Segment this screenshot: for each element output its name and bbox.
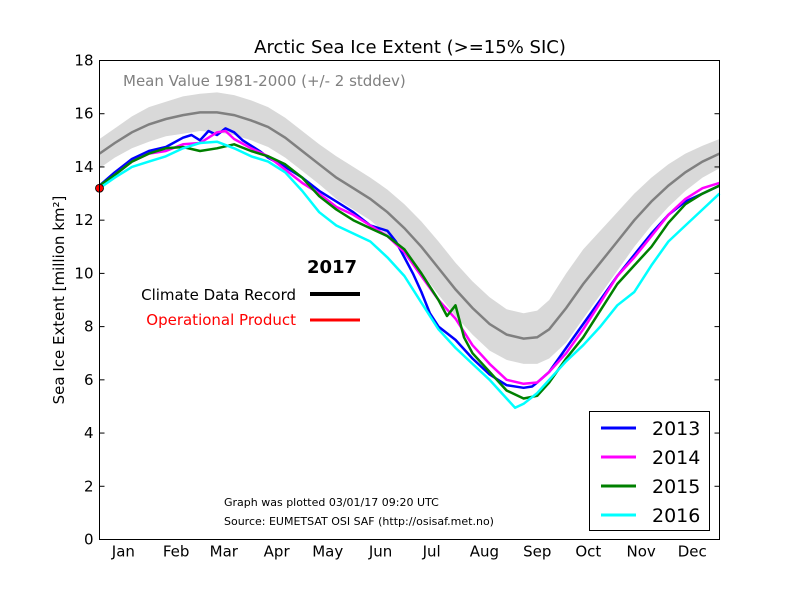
x-tick-label-jun: Jun [368, 543, 392, 561]
x-axis-ticks: Jan Feb Mar Apr May Jun Jul Aug Sep Oct Nov Dec [111, 543, 707, 561]
series-line-2016 [98, 140, 721, 410]
x-tick-label-mar: Mar [210, 543, 239, 561]
x-tick-label-feb: Feb [163, 543, 190, 561]
x-tick-label-aug: Aug [470, 543, 499, 561]
y-tick-label: 16 [74, 105, 93, 123]
series-line-2015 [98, 143, 721, 400]
y-axis-label: Sea Ice Extent [million km²] [50, 196, 68, 405]
y-tick-label: 12 [74, 211, 93, 229]
x-tick-label-nov: Nov [627, 543, 656, 561]
series-legend: 2013 2014 2015 2016 [589, 411, 710, 531]
source-annotation: Source: EUMETSAT OSI SAF (http://osisaf.… [224, 515, 494, 528]
y-tick-label: 0 [84, 531, 94, 549]
y-tick-label: 18 [74, 52, 93, 70]
legend-label-2015: 2015 [652, 476, 700, 498]
x-tick-label-sep: Sep [523, 543, 551, 561]
plot-area [95, 92, 721, 410]
y-tick-label: 6 [84, 371, 94, 389]
y-tick-label: 14 [74, 158, 93, 176]
x-tick-label-oct: Oct [575, 543, 601, 561]
y-axis-ticks: 0 2 4 6 8 10 12 14 16 18 [74, 52, 720, 549]
climate-data-record-label: Climate Data Record [141, 286, 296, 304]
operational-product-label: Operational Product [146, 311, 296, 329]
mean-stddev-band [99, 92, 720, 364]
x-tick-label-may: May [312, 543, 343, 561]
y-tick-label: 4 [84, 424, 94, 442]
inline-legend-title: 2017 [307, 257, 357, 278]
x-tick-label-jul: Jul [422, 543, 441, 561]
chart-title: Arctic Sea Ice Extent (>=15% SIC) [254, 37, 566, 58]
y-tick-label: 2 [84, 477, 94, 495]
x-tick-label-dec: Dec [678, 543, 707, 561]
mean-line [98, 111, 721, 340]
x-tick-label-jan: Jan [111, 543, 135, 561]
mean-label: Mean Value 1981-2000 (+/- 2 stddev) [123, 72, 406, 90]
plot-frame [99, 60, 720, 540]
plotted-date-annotation: Graph was plotted 03/01/17 09:20 UTC [224, 496, 439, 509]
y-tick-label: 8 [84, 318, 94, 336]
x-tick-label-apr: Apr [264, 543, 291, 561]
legend-label-2016: 2016 [652, 505, 700, 527]
inline-legend-2017: 2017 Climate Data Record Operational Pro… [141, 257, 360, 329]
series-legend-frame [589, 411, 710, 531]
y-tick-label: 10 [74, 264, 93, 282]
legend-label-2013: 2013 [652, 418, 700, 440]
legend-label-2014: 2014 [652, 447, 700, 469]
